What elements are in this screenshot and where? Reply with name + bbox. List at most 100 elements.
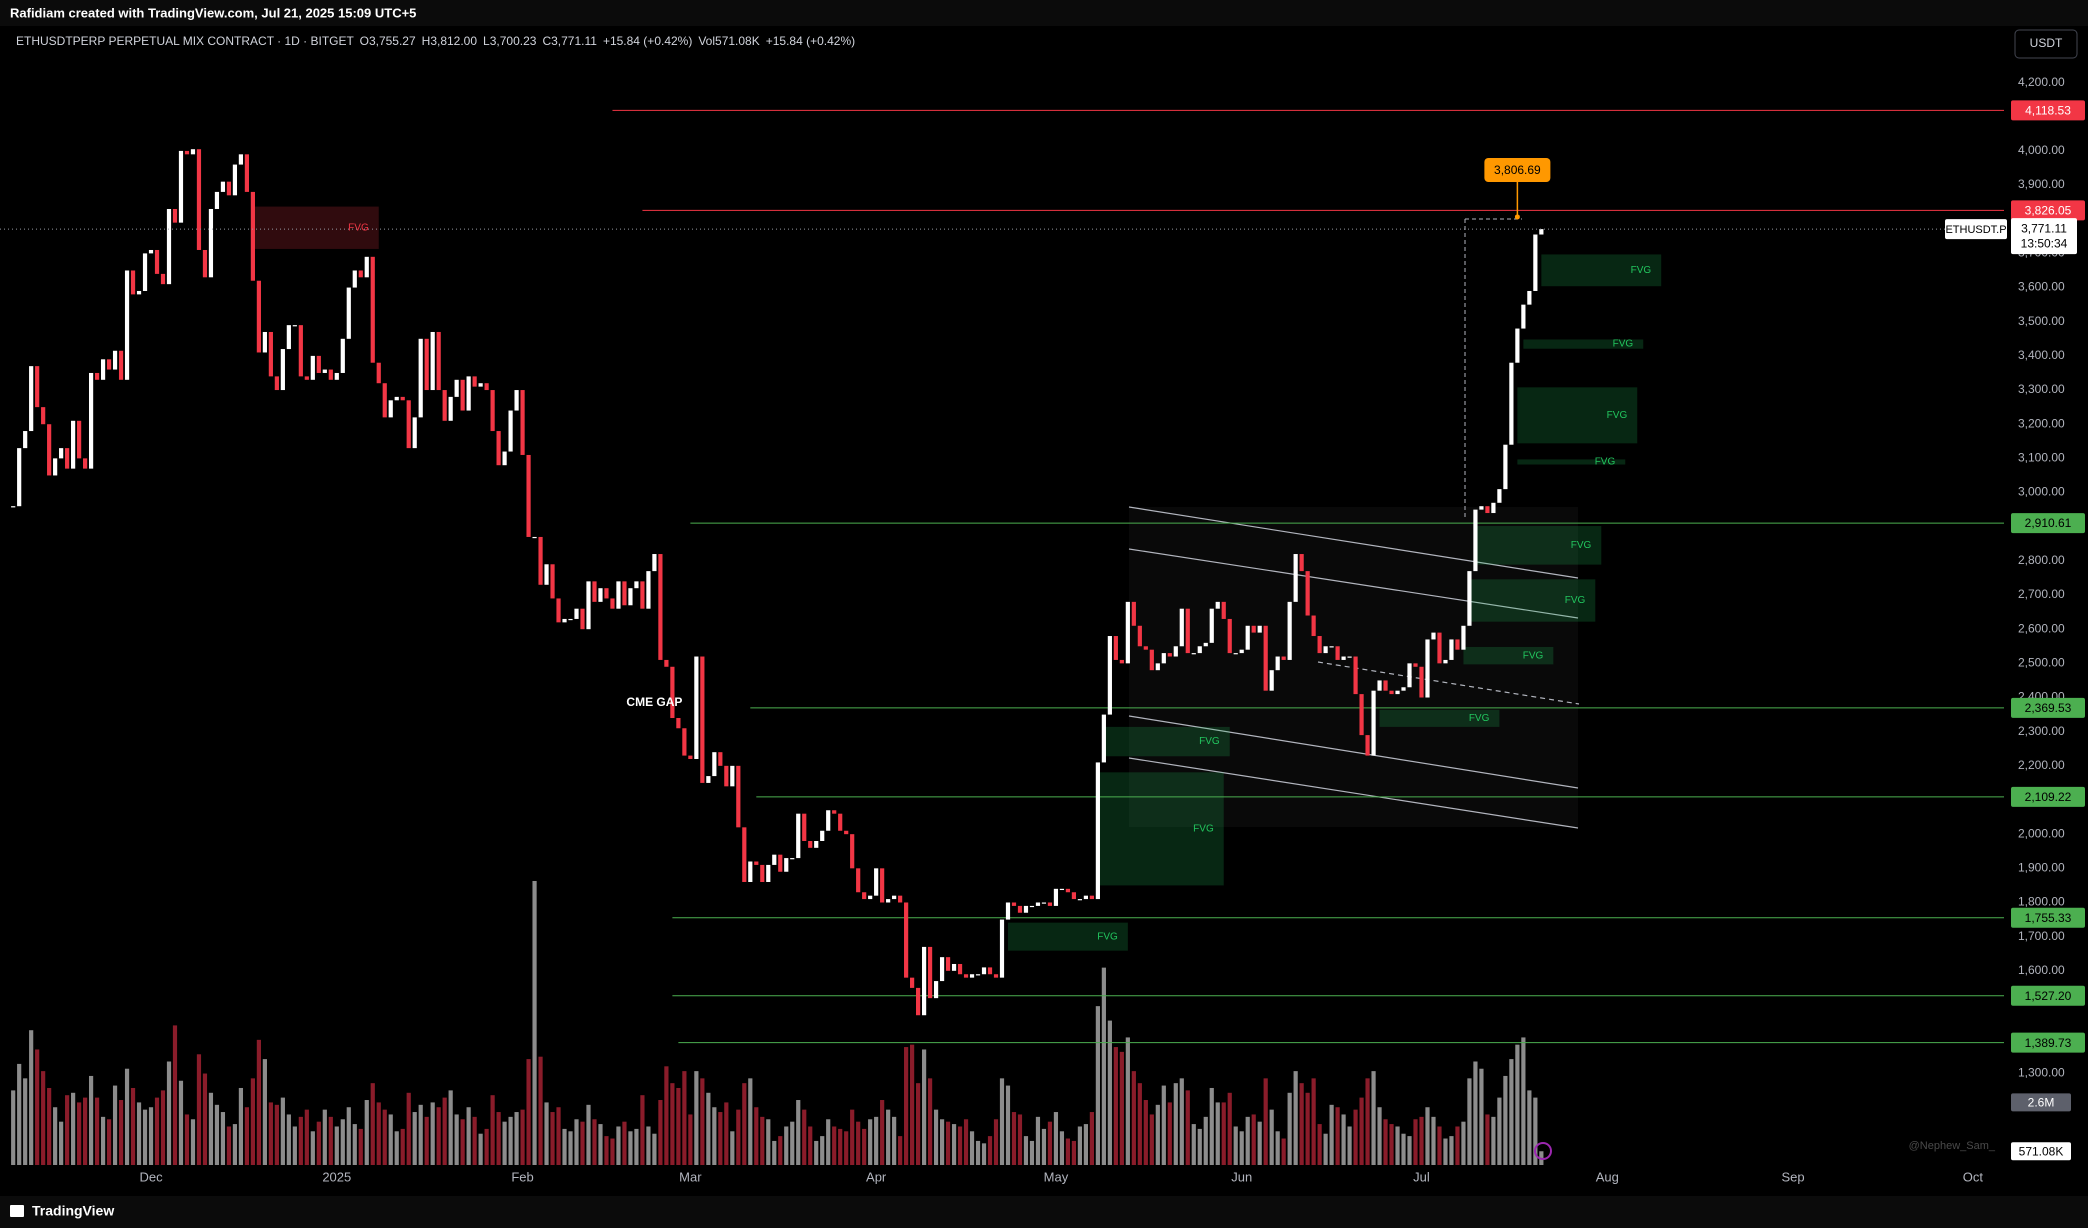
legend-item: O3,755.27 bbox=[360, 34, 416, 48]
volume-bar bbox=[322, 1109, 327, 1165]
candle bbox=[939, 957, 945, 982]
candle bbox=[220, 181, 226, 192]
volume-bar bbox=[358, 1128, 363, 1165]
volume-bar bbox=[442, 1097, 447, 1165]
candle bbox=[969, 974, 975, 978]
volume-bar bbox=[927, 1078, 933, 1165]
volume-bar bbox=[664, 1066, 669, 1165]
candle bbox=[1419, 666, 1424, 698]
candle bbox=[1023, 905, 1029, 913]
volume-bar bbox=[724, 1102, 729, 1165]
volume-bar bbox=[670, 1083, 675, 1165]
candle bbox=[1311, 615, 1316, 637]
volume-bar bbox=[1221, 1102, 1226, 1165]
candle bbox=[71, 420, 76, 469]
volume-bar bbox=[118, 1100, 124, 1165]
volume-bar bbox=[316, 1121, 321, 1165]
channel-line bbox=[1128, 715, 1579, 789]
level-label: 1,389.73 bbox=[2025, 1036, 2072, 1050]
volume-bar bbox=[892, 1116, 897, 1165]
volume-bar bbox=[1107, 1020, 1112, 1165]
currency-button[interactable] bbox=[2014, 29, 2078, 59]
candle bbox=[430, 331, 435, 391]
volume-bar bbox=[244, 1107, 250, 1165]
candle bbox=[280, 349, 285, 391]
y-tick-label: 2,800.00 bbox=[2018, 553, 2065, 567]
volume-bar bbox=[184, 1114, 190, 1165]
volume-bar bbox=[550, 1112, 555, 1165]
candle bbox=[172, 208, 178, 223]
candle bbox=[1449, 639, 1454, 660]
fvg-zone bbox=[1007, 922, 1128, 951]
currency-label[interactable]: USDT bbox=[2030, 36, 2063, 50]
candle bbox=[190, 149, 196, 155]
x-tick-label: Dec bbox=[139, 1169, 163, 1184]
candle bbox=[634, 581, 639, 589]
candle bbox=[975, 974, 981, 976]
candle bbox=[1389, 690, 1394, 695]
candle bbox=[118, 350, 124, 380]
volume-bar bbox=[766, 1119, 771, 1165]
volume-bar bbox=[1401, 1133, 1406, 1165]
candle bbox=[592, 581, 597, 602]
candle bbox=[1029, 905, 1035, 908]
candle bbox=[868, 895, 873, 900]
candle bbox=[1017, 905, 1023, 913]
volume-bar bbox=[274, 1104, 279, 1165]
volume-bar bbox=[484, 1128, 489, 1165]
candle bbox=[844, 830, 849, 835]
fvg-label: FVG bbox=[1469, 713, 1490, 724]
candle bbox=[1305, 571, 1310, 616]
volume-bar bbox=[945, 1121, 951, 1165]
candle bbox=[1293, 554, 1298, 602]
level-label: 4,118.53 bbox=[2025, 104, 2071, 118]
callout-dot bbox=[1514, 214, 1520, 220]
volume-bar bbox=[916, 1083, 921, 1165]
candle bbox=[838, 813, 843, 831]
volume-bar bbox=[604, 1136, 609, 1165]
volume-bar bbox=[1071, 1140, 1077, 1165]
volume-bar bbox=[790, 1121, 795, 1165]
candle bbox=[790, 858, 795, 860]
candle bbox=[1365, 735, 1370, 756]
callout-label: 3,806.69 bbox=[1494, 163, 1541, 177]
volume-bar bbox=[88, 1075, 94, 1165]
channel-line bbox=[1128, 757, 1579, 829]
candle bbox=[394, 396, 399, 401]
candle bbox=[916, 987, 921, 1016]
volume-bar bbox=[760, 1116, 765, 1165]
candle bbox=[688, 755, 693, 760]
candle bbox=[544, 564, 549, 585]
candle bbox=[562, 618, 567, 623]
candle bbox=[496, 431, 501, 466]
candle bbox=[1467, 571, 1472, 626]
candle bbox=[160, 273, 166, 285]
candle bbox=[1005, 902, 1011, 920]
fvg-label: FVG bbox=[1607, 410, 1628, 421]
volume-bar bbox=[682, 1071, 687, 1165]
candle bbox=[292, 325, 297, 327]
candle bbox=[154, 249, 160, 274]
volume-bar bbox=[802, 1109, 807, 1165]
volume-bar bbox=[1017, 1114, 1023, 1165]
volume-bar bbox=[910, 1044, 915, 1165]
candle bbox=[1395, 690, 1400, 695]
volume-bar bbox=[1449, 1136, 1454, 1165]
volume-bar bbox=[1173, 1083, 1178, 1165]
volume-bar bbox=[1533, 1097, 1538, 1165]
candle bbox=[262, 331, 267, 353]
level-label: 2,369.53 bbox=[2025, 701, 2072, 715]
y-tick-label: 2,000.00 bbox=[2018, 826, 2065, 840]
candle bbox=[23, 431, 28, 449]
candle bbox=[1155, 663, 1160, 671]
candle bbox=[814, 840, 819, 848]
volume-bar bbox=[1191, 1124, 1196, 1165]
candle bbox=[832, 810, 837, 814]
candle bbox=[208, 208, 214, 278]
volume-bar bbox=[406, 1092, 411, 1165]
volume-bar bbox=[196, 1054, 202, 1165]
last-price-name: ETHUSDT.P bbox=[1945, 224, 2006, 236]
volume-bar bbox=[220, 1112, 226, 1165]
volume-bar bbox=[1233, 1126, 1238, 1165]
